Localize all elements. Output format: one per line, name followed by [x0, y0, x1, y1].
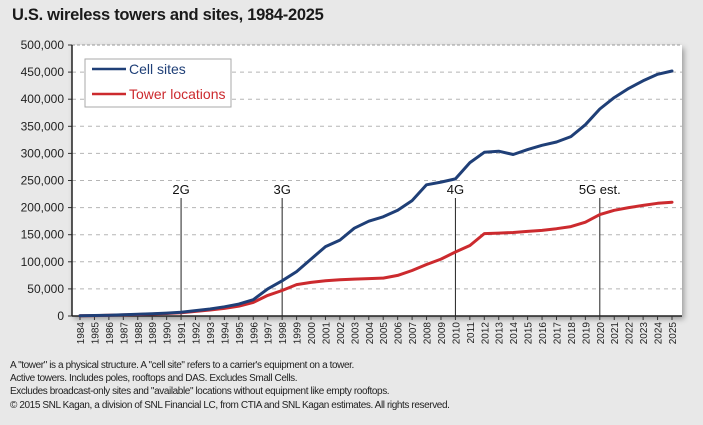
x-tick-label: 2001	[321, 322, 332, 345]
x-tick-label: 1984	[76, 322, 87, 345]
x-tick-label: 2023	[639, 322, 650, 345]
footnote: Excludes broadcast-only sites and "avail…	[10, 386, 390, 398]
footnote: A "tower" is a physical structure. A "ce…	[10, 360, 354, 371]
x-tick-label: 2019	[581, 322, 592, 345]
footnote: © 2015 SNL Kagan, a division of SNL Fina…	[10, 399, 450, 411]
x-tick-label: 1993	[206, 322, 217, 345]
x-tick-label: 2013	[495, 322, 506, 345]
x-tick-label: 2021	[610, 322, 621, 345]
x-tick-label: 2000	[307, 322, 318, 345]
x-tick-label: 1991	[177, 322, 188, 345]
x-tick-label: 1989	[148, 322, 159, 345]
x-tick-label: 1998	[278, 322, 289, 345]
x-tick-label: 2016	[538, 322, 549, 345]
x-tick-label: 1996	[249, 322, 260, 345]
footnote: Active towers. Includes poles, rooftops …	[10, 373, 298, 385]
annotation-label: 4G	[447, 182, 464, 197]
x-tick-label: 2003	[350, 322, 361, 345]
x-tick-label: 2018	[567, 322, 578, 345]
x-tick-label: 2002	[336, 322, 347, 345]
y-tick-label: 0	[57, 309, 64, 323]
y-tick-label: 250,000	[21, 174, 65, 188]
y-tick-label: 150,000	[21, 228, 65, 242]
x-tick-label: 1995	[235, 322, 246, 345]
series-line-cell-sites	[78, 69, 674, 318]
legend-box	[84, 58, 232, 108]
line-chart: 0 50,000 100,000 150,000 200,000 250,000 300,0…	[21, 38, 682, 345]
x-tick-label: 2008	[423, 322, 434, 345]
x-tick-label: 1985	[90, 322, 101, 345]
x-tick-label: 2017	[552, 322, 563, 345]
chart-title: U.S. wireless towers and sites, 1984-202…	[12, 6, 324, 24]
annotation-label: 2G	[172, 182, 189, 197]
x-tick-label: 2025	[668, 322, 679, 345]
annotation-label: 3G	[273, 182, 290, 197]
y-tick-label: 50,000	[27, 282, 64, 296]
x-tick-label: 2005	[379, 322, 390, 345]
x-tick-label: 1987	[119, 322, 130, 345]
y-tick-label: 100,000	[21, 255, 65, 269]
x-tick-label: 2009	[437, 322, 448, 345]
x-tick-label: 1997	[264, 322, 275, 345]
y-tick-label: 400,000	[21, 92, 65, 106]
legend: Cell sites Tower locations	[84, 58, 232, 108]
legend-label: Tower locations	[129, 86, 226, 102]
x-tick-label: 1999	[293, 322, 304, 345]
annotation-label: 5G est.	[579, 182, 621, 197]
legend-label: Cell sites	[129, 61, 186, 77]
x-tick-label: 2022	[625, 322, 636, 345]
y-tick-label: 500,000	[21, 38, 65, 52]
x-tick-label: 1990	[163, 322, 174, 345]
y-tick-label: 200,000	[21, 201, 65, 215]
x-tick-label: 2007	[408, 322, 419, 345]
y-tick-label: 450,000	[21, 65, 65, 79]
x-tick-label: 1988	[134, 322, 145, 345]
x-tick-label: 2006	[394, 322, 405, 345]
y-tick-label: 300,000	[21, 146, 65, 160]
x-tick-label: 2010	[451, 322, 462, 345]
x-tick-label: 2004	[365, 322, 376, 345]
x-tick-label: 1992	[192, 322, 203, 345]
footnotes: A "tower" is a physical structure. A "ce…	[10, 359, 450, 412]
x-tick-label: 2024	[654, 322, 665, 345]
x-tick-label: 1986	[105, 322, 116, 345]
x-tick-label: 2012	[480, 322, 491, 345]
x-tick-label: 2015	[524, 322, 535, 345]
x-tick-label: 2011	[466, 322, 477, 344]
x-tick-label: 2014	[509, 322, 520, 345]
y-tick-label: 350,000	[21, 119, 65, 133]
x-tick-label: 1994	[220, 322, 231, 345]
x-tick-label: 2020	[596, 322, 607, 345]
